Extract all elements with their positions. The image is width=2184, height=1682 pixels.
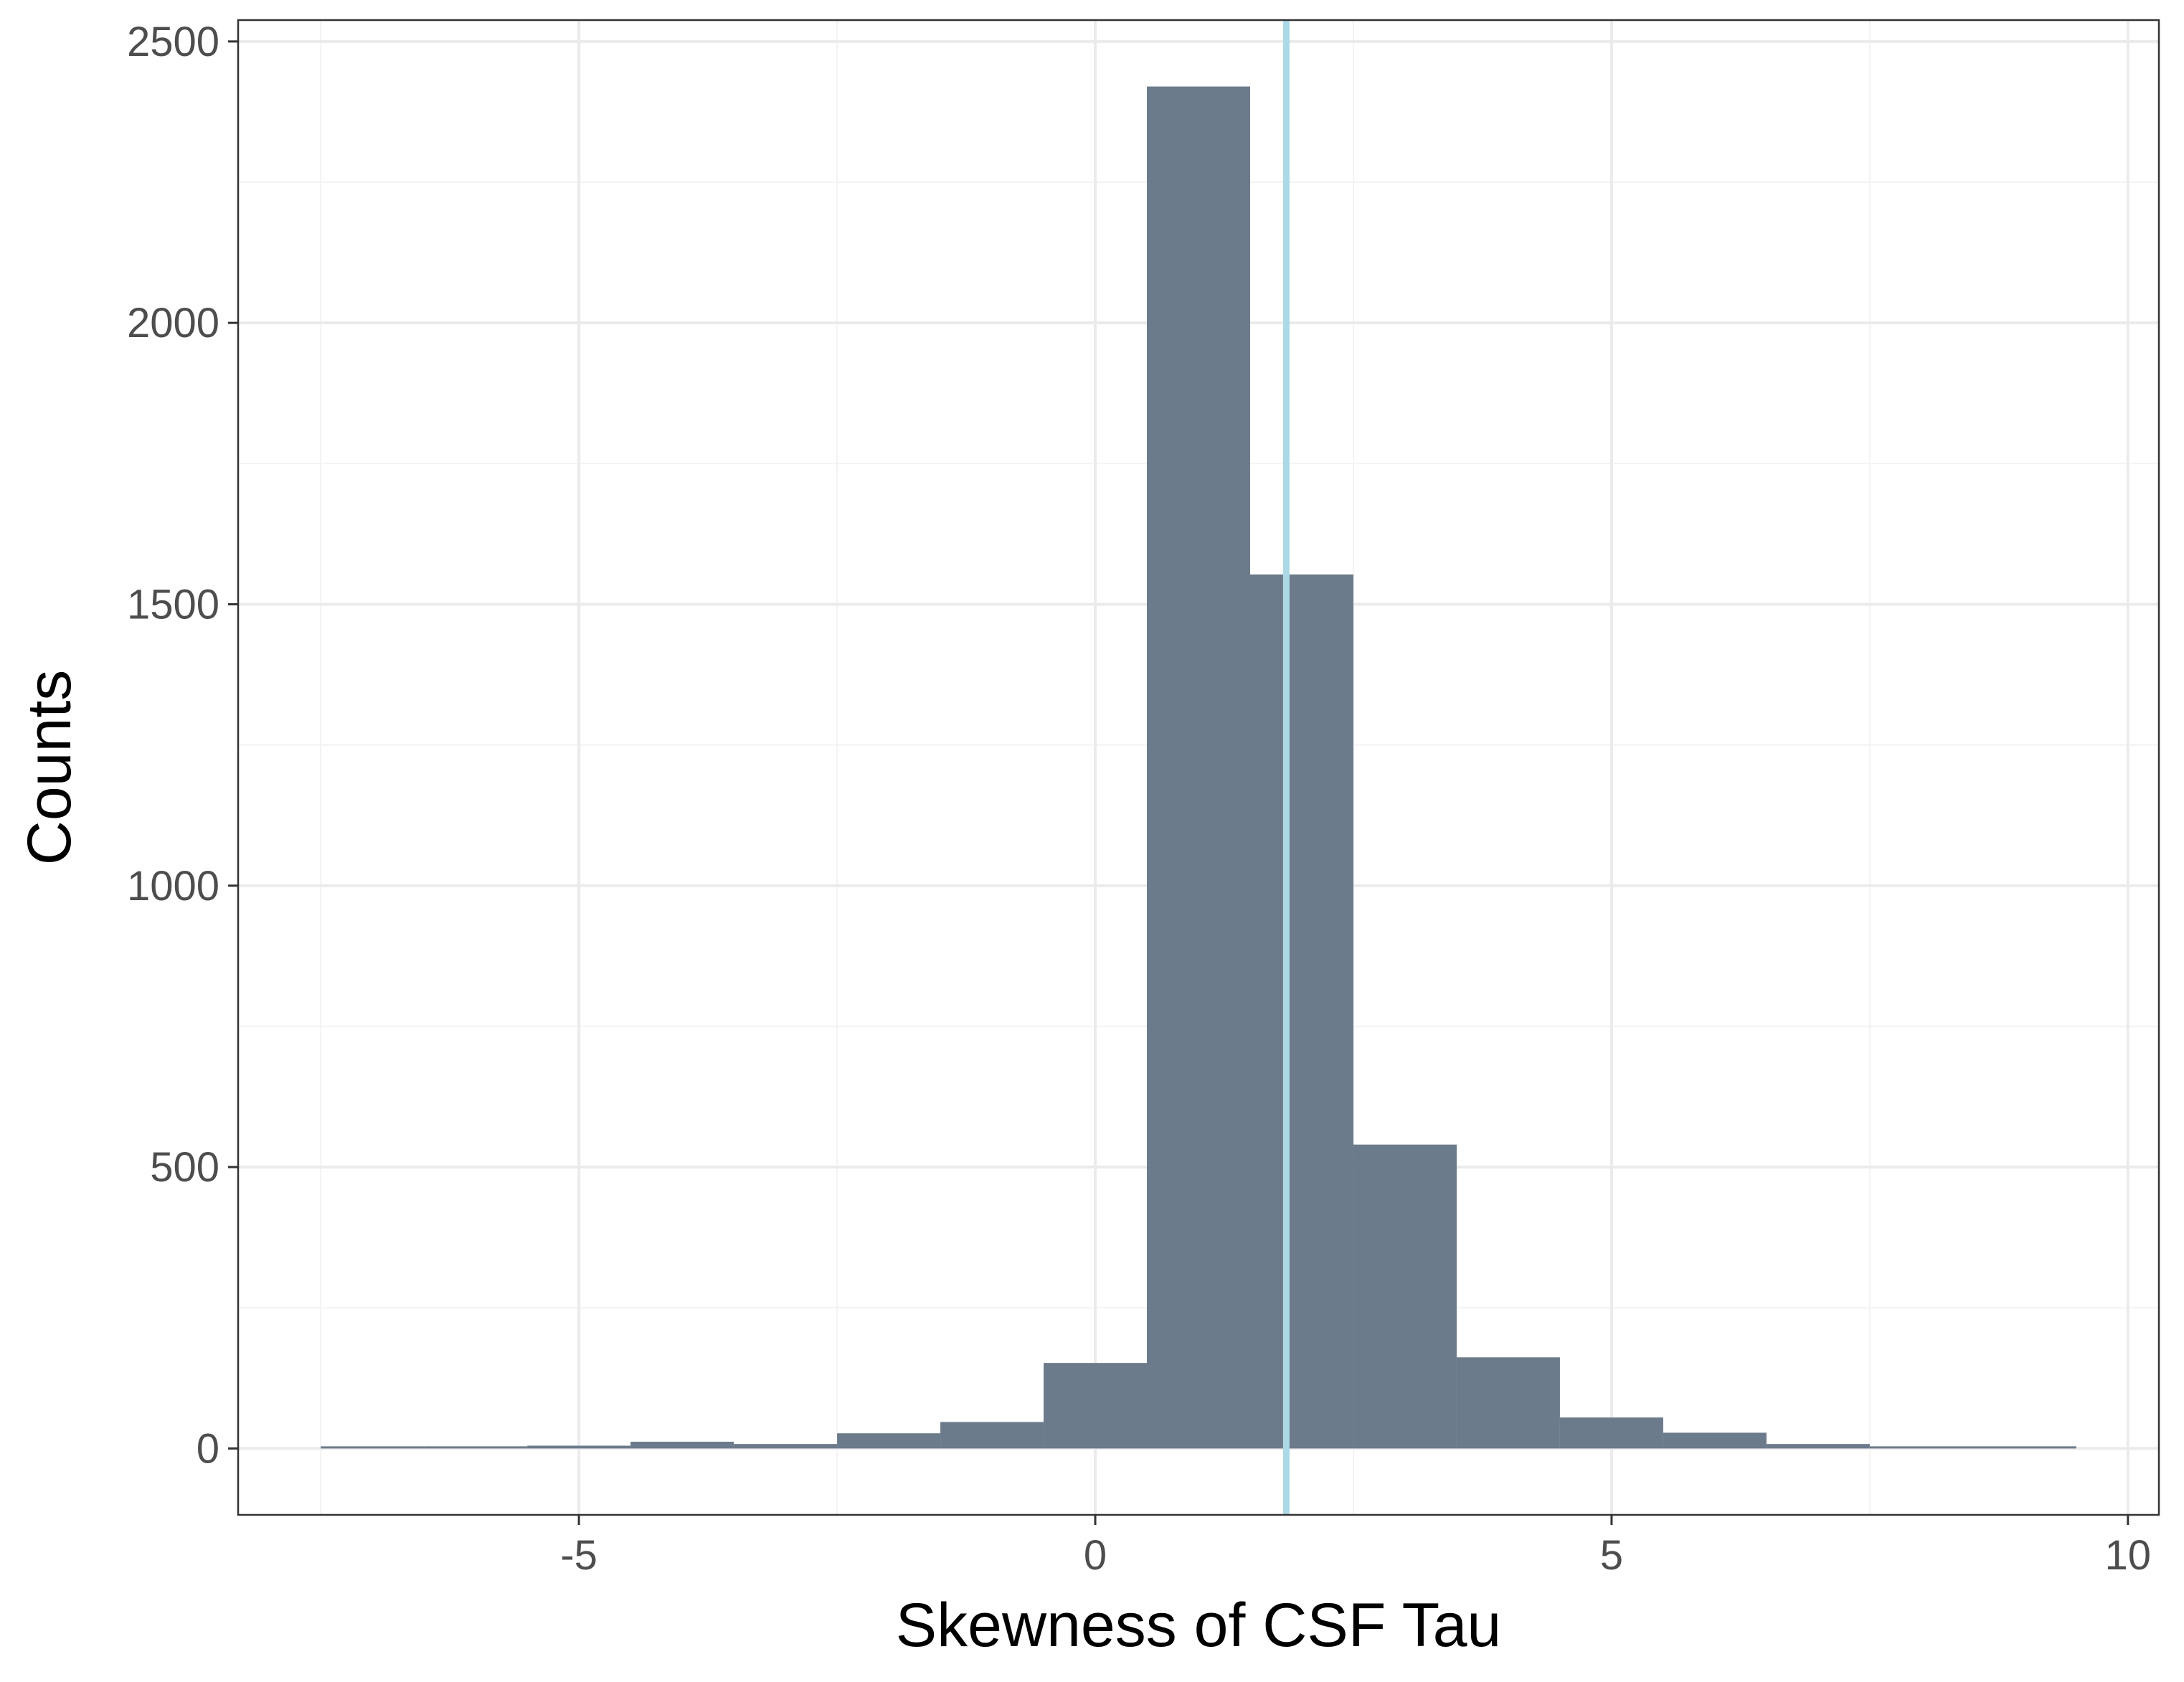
histogram-bar — [321, 1446, 425, 1449]
histogram-bars — [321, 86, 2076, 1449]
histogram-bar — [1147, 86, 1250, 1449]
panel-border — [237, 19, 2160, 1516]
histogram-bar — [1972, 1446, 2076, 1449]
y-tick-label: 1500 — [127, 581, 219, 628]
x-tick-label: 10 — [2105, 1532, 2152, 1579]
y-axis-title: Counts — [15, 670, 84, 866]
x-tick-label: -5 — [560, 1532, 597, 1579]
histogram-bar — [1663, 1432, 1767, 1449]
histogram-bar — [1869, 1446, 1973, 1449]
y-tick-label: 1000 — [127, 863, 219, 909]
histogram-bar — [940, 1422, 1044, 1449]
histogram-bar — [527, 1445, 631, 1449]
histogram-bar — [630, 1441, 734, 1449]
histogram-bar — [837, 1433, 941, 1449]
histogram-bar — [1456, 1357, 1560, 1449]
y-tick-label: 2000 — [127, 300, 219, 346]
histogram-bar — [1766, 1444, 1870, 1449]
y-tick-label: 0 — [197, 1425, 219, 1472]
x-axis-title: Skewness of CSF Tau — [896, 1591, 1501, 1660]
histogram-bar — [1559, 1417, 1663, 1449]
histogram-bar — [424, 1446, 528, 1449]
histogram-bar — [1353, 1144, 1457, 1449]
histogram-bar — [734, 1444, 838, 1449]
y-tick-label: 500 — [150, 1144, 219, 1191]
y-tick-label: 2500 — [127, 19, 219, 65]
x-tick-label: 5 — [1600, 1532, 1623, 1579]
histogram-bar — [1249, 574, 1353, 1449]
x-axis-ticks: -5 0 5 10 — [560, 1515, 2151, 1579]
y-axis-ticks: 0 500 1000 1500 2000 2500 — [127, 19, 238, 1472]
x-tick-label: 0 — [1084, 1532, 1107, 1579]
histogram-bar — [1044, 1363, 1148, 1449]
